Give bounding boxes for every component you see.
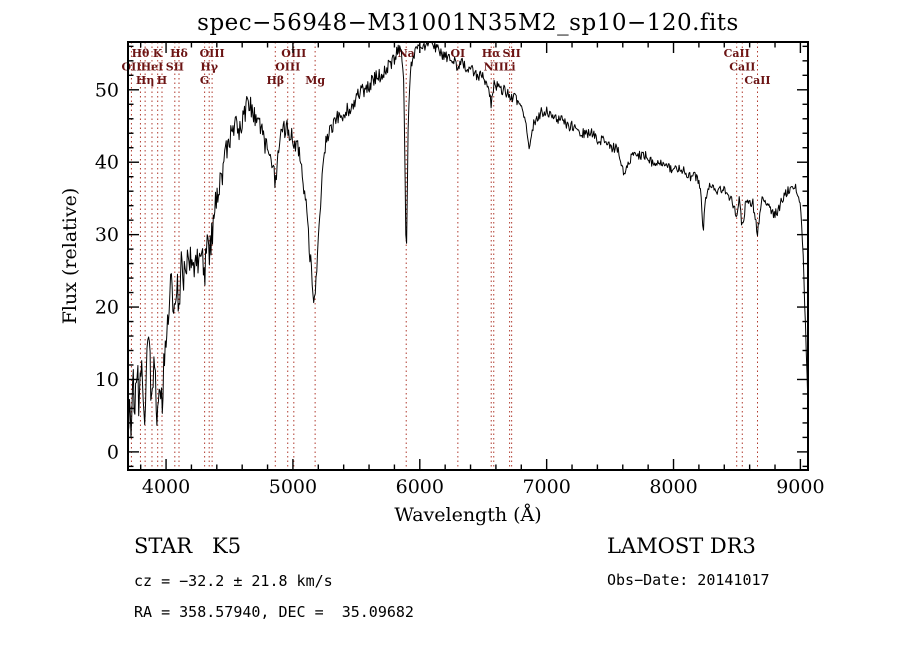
y-axis-label: Flux (relative) <box>59 188 81 325</box>
spectral-line-label: OIII <box>200 47 225 60</box>
x-tick-label: 6000 <box>396 476 444 498</box>
plot-frame <box>127 41 809 471</box>
spectrum-line <box>128 42 808 439</box>
spectral-line-label: Hδ <box>170 47 188 60</box>
spectral-line-label: OIII <box>281 47 306 60</box>
spectral-line-label: CaII <box>724 47 750 60</box>
y-tick-label: 10 <box>95 369 119 391</box>
object-subclass: K5 <box>212 534 241 558</box>
cz-value: cz = −32.2 ± 21.8 km/s <box>134 572 333 590</box>
plot-title: spec−56948−M31001N35M2_sp10−120.fits <box>197 10 739 36</box>
spectral-line-label: Hγ <box>200 61 218 74</box>
spectral-line-label: HeI <box>141 61 164 74</box>
ra-dec-value: RA = 358.57940, DEC = 35.09682 <box>134 603 414 621</box>
spectral-line-label: OIII <box>275 61 300 74</box>
spectral-line-label: OII <box>121 61 141 74</box>
survey-name: LAMOST DR3 <box>607 534 756 558</box>
spectral-line-label: NII <box>484 61 504 74</box>
x-axis-label: Wavelength (Å) <box>394 504 541 526</box>
y-tick-label: 50 <box>95 79 119 101</box>
spectral-line-label: Hη <box>136 74 154 87</box>
x-tick-label: 9000 <box>776 476 824 498</box>
spectral-line-label: SII <box>503 47 521 60</box>
spectral-line-label: Li <box>504 61 516 74</box>
x-tick-label: 8000 <box>649 476 697 498</box>
y-tick-label: 40 <box>95 152 119 174</box>
spectral-line-label: Hθ <box>132 47 150 60</box>
spectral-line-label: OI <box>450 47 465 60</box>
x-tick-label: 7000 <box>522 476 570 498</box>
spectral-line-label: Hβ <box>266 74 284 87</box>
spectral-line-label: Hα <box>482 47 501 60</box>
spectral-line-label: G <box>200 74 209 87</box>
y-tick-label: 20 <box>95 297 119 319</box>
spectrum-layer <box>128 42 808 439</box>
spectral-line-label: H <box>157 74 167 87</box>
object-classification: STAR <box>134 534 193 558</box>
y-tick-label: 30 <box>95 224 119 246</box>
y-tick-label: 0 <box>107 441 119 463</box>
spectral-line-label: K <box>153 47 163 60</box>
spectral-line-label: CaII <box>729 61 755 74</box>
spectral-line-label: SII <box>166 61 184 74</box>
x-tick-label: 5000 <box>269 476 317 498</box>
obs-date: Obs−Date: 20141017 <box>607 571 770 589</box>
x-tick-label: 4000 <box>142 476 190 498</box>
spectral-line-label: CaII <box>744 74 770 87</box>
spectral-line-label: Mg <box>305 74 325 87</box>
